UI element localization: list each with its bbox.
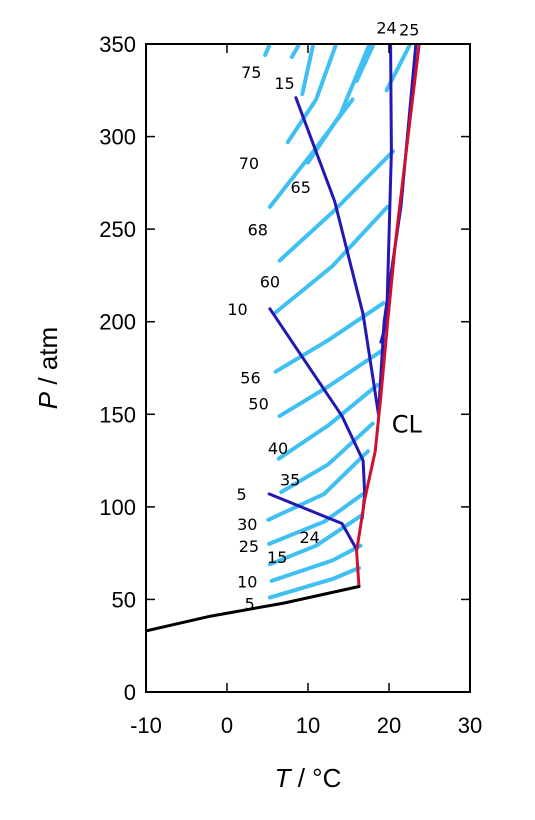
critical-line <box>355 44 421 588</box>
isopleth-line <box>279 421 375 494</box>
curve-label: 60 <box>260 272 280 291</box>
x-tick-label: -10 <box>130 713 162 738</box>
isopleth-line <box>276 382 380 461</box>
isopleth-line <box>269 543 363 583</box>
curve-label: 24 <box>299 528 319 547</box>
curve-label: 15 <box>274 74 294 93</box>
x-tick-label: 0 <box>221 713 233 738</box>
curve-label: 15 <box>267 548 287 567</box>
isopleth-line <box>285 44 338 145</box>
curve-label: 25 <box>399 21 419 40</box>
curve-label: 40 <box>268 439 288 458</box>
y-axis-title: P / atm <box>33 327 63 409</box>
x-tick-label: 30 <box>458 713 482 738</box>
isopleth-line <box>273 204 390 315</box>
isopleth-line <box>266 449 370 522</box>
tie-line <box>267 492 359 551</box>
curve-label: 56 <box>240 369 260 388</box>
curve-label: 10 <box>237 572 257 591</box>
curve-label: 75 <box>241 63 261 82</box>
x-tick-label: 10 <box>296 713 320 738</box>
isopleth-line <box>306 44 371 165</box>
isopleth-line <box>273 301 386 374</box>
curve-label: 24 <box>376 19 396 38</box>
y-tick-label: 250 <box>99 217 136 242</box>
curve-label: 70 <box>239 154 259 173</box>
y-tick-label: 150 <box>99 402 136 427</box>
isopleth-line <box>354 44 375 83</box>
isopleth-line <box>300 44 315 96</box>
curve-label: 65 <box>291 178 311 197</box>
isopleth-line <box>277 149 395 263</box>
curves <box>146 44 421 633</box>
three-phase-line <box>146 585 361 633</box>
isopleth-line <box>267 491 366 546</box>
curve-label: 35 <box>280 470 300 489</box>
curve-label: 50 <box>248 395 268 414</box>
critical-line-label: CL <box>392 410 423 438</box>
isopleth-line <box>263 44 272 58</box>
isopleth-line <box>267 566 361 600</box>
y-axis-unit: / atm <box>33 327 63 392</box>
curve-label: 5 <box>236 485 246 504</box>
x-axis-symbol: T <box>275 763 293 793</box>
y-tick-label: 300 <box>99 125 136 150</box>
x-axis-title: T / °C <box>275 763 342 793</box>
isopleth-line <box>277 349 383 419</box>
isopleth-line <box>289 44 301 59</box>
isopleth-line <box>267 514 363 567</box>
y-tick-label: 100 <box>99 495 136 520</box>
y-tick-label: 200 <box>99 310 136 335</box>
axis-ticks <box>145 43 471 693</box>
y-tick-label: 50 <box>112 587 136 612</box>
y-tick-label: 350 <box>99 32 136 57</box>
tie-line <box>294 96 380 416</box>
x-tick-label: 20 <box>377 713 401 738</box>
curve-label: 5 <box>245 594 255 613</box>
curve-label: 25 <box>239 537 259 556</box>
y-tick-label: 0 <box>124 680 136 705</box>
y-axis-symbol: P <box>33 391 63 409</box>
curve-label: 30 <box>237 515 257 534</box>
curve-label: 10 <box>227 300 247 319</box>
x-axis-unit: / °C <box>291 763 342 793</box>
curve-label: 68 <box>248 220 268 239</box>
